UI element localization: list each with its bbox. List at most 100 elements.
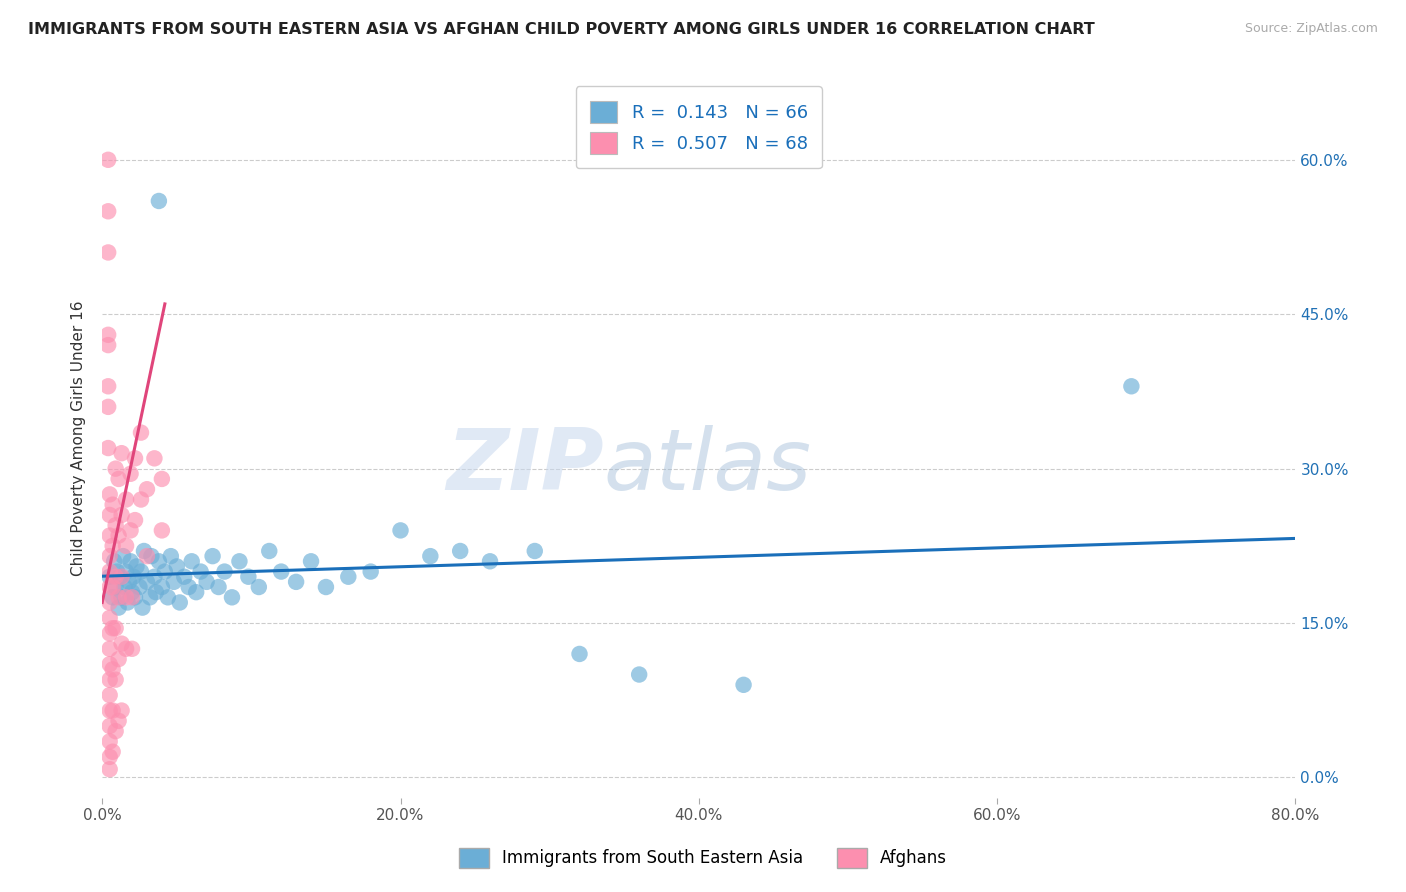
Point [270,565,292,579]
Point [115,539,138,553]
Point [141,549,163,563]
Point [114,580,136,594]
Point [190,565,212,579]
Point [107,472,129,486]
Point [115,591,138,605]
Point [98,528,121,542]
Point [117,595,139,609]
Point [108,570,131,584]
Point [120,467,142,481]
Point [112,549,135,563]
Point [98,673,121,687]
Point [101,498,124,512]
Point [97,338,120,352]
Point [159,549,181,563]
Point [173,570,195,584]
Point [110,704,132,718]
Point [479,554,502,568]
Point [733,678,755,692]
Point [156,591,179,605]
Point [315,580,337,594]
Point [129,565,152,579]
Point [107,652,129,666]
Point [98,750,121,764]
Point [143,570,166,584]
Point [101,591,124,605]
Y-axis label: Child Poverty Among Girls Under 16: Child Poverty Among Girls Under 16 [72,300,86,575]
Point [195,574,218,589]
Point [97,153,120,167]
Legend: Immigrants from South Eastern Asia, Afghans: Immigrants from South Eastern Asia, Afgh… [453,841,953,875]
Point [145,585,167,599]
Point [98,762,121,776]
Point [104,724,127,739]
Point [97,327,120,342]
Point [98,641,121,656]
Point [110,508,132,522]
Point [101,539,124,553]
Point [104,570,127,584]
Point [136,482,159,496]
Point [121,591,143,605]
Point [186,585,208,599]
Point [107,528,129,542]
Point [163,574,186,589]
Point [98,688,121,702]
Point [124,513,146,527]
Point [110,637,132,651]
Point [247,580,270,594]
Point [104,673,127,687]
Point [115,565,138,579]
Point [98,611,121,625]
Point [105,565,128,579]
Point [107,600,129,615]
Point [337,570,360,584]
Text: atlas: atlas [603,425,811,508]
Point [259,544,281,558]
Point [104,621,127,635]
Point [143,451,166,466]
Point [131,600,153,615]
Point [180,554,202,568]
Point [238,570,260,584]
Point [97,204,120,219]
Point [97,245,120,260]
Point [124,451,146,466]
Point [98,626,121,640]
Point [128,580,150,594]
Point [98,595,121,609]
Point [120,554,142,568]
Point [98,657,121,672]
Point [101,662,124,676]
Point [419,549,441,563]
Text: Source: ZipAtlas.com: Source: ZipAtlas.com [1244,22,1378,36]
Point [110,591,132,605]
Point [568,647,591,661]
Point [285,574,308,589]
Point [98,580,121,594]
Text: IMMIGRANTS FROM SOUTH EASTERN ASIA VS AFGHAN CHILD POVERTY AMONG GIRLS UNDER 16 : IMMIGRANTS FROM SOUTH EASTERN ASIA VS AF… [28,22,1095,37]
Point [101,580,124,594]
Point [136,574,159,589]
Point [153,565,176,579]
Point [101,621,124,635]
Point [104,518,127,533]
Point [104,461,127,475]
Point [98,565,121,579]
Point [139,591,162,605]
Point [129,425,152,440]
Text: ZIP: ZIP [446,425,603,508]
Point [360,565,382,579]
Point [136,549,159,563]
Point [148,554,170,568]
Point [389,524,412,538]
Point [101,704,124,718]
Point [115,641,138,656]
Point [449,544,471,558]
Point [129,492,152,507]
Point [98,704,121,718]
Legend: R =  0.143   N = 66, R =  0.507   N = 68: R = 0.143 N = 66, R = 0.507 N = 68 [575,87,823,169]
Point [148,194,170,208]
Point [228,554,250,568]
Point [103,554,125,568]
